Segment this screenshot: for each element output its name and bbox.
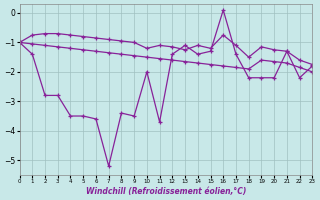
X-axis label: Windchill (Refroidissement éolien,°C): Windchill (Refroidissement éolien,°C)	[86, 187, 246, 196]
